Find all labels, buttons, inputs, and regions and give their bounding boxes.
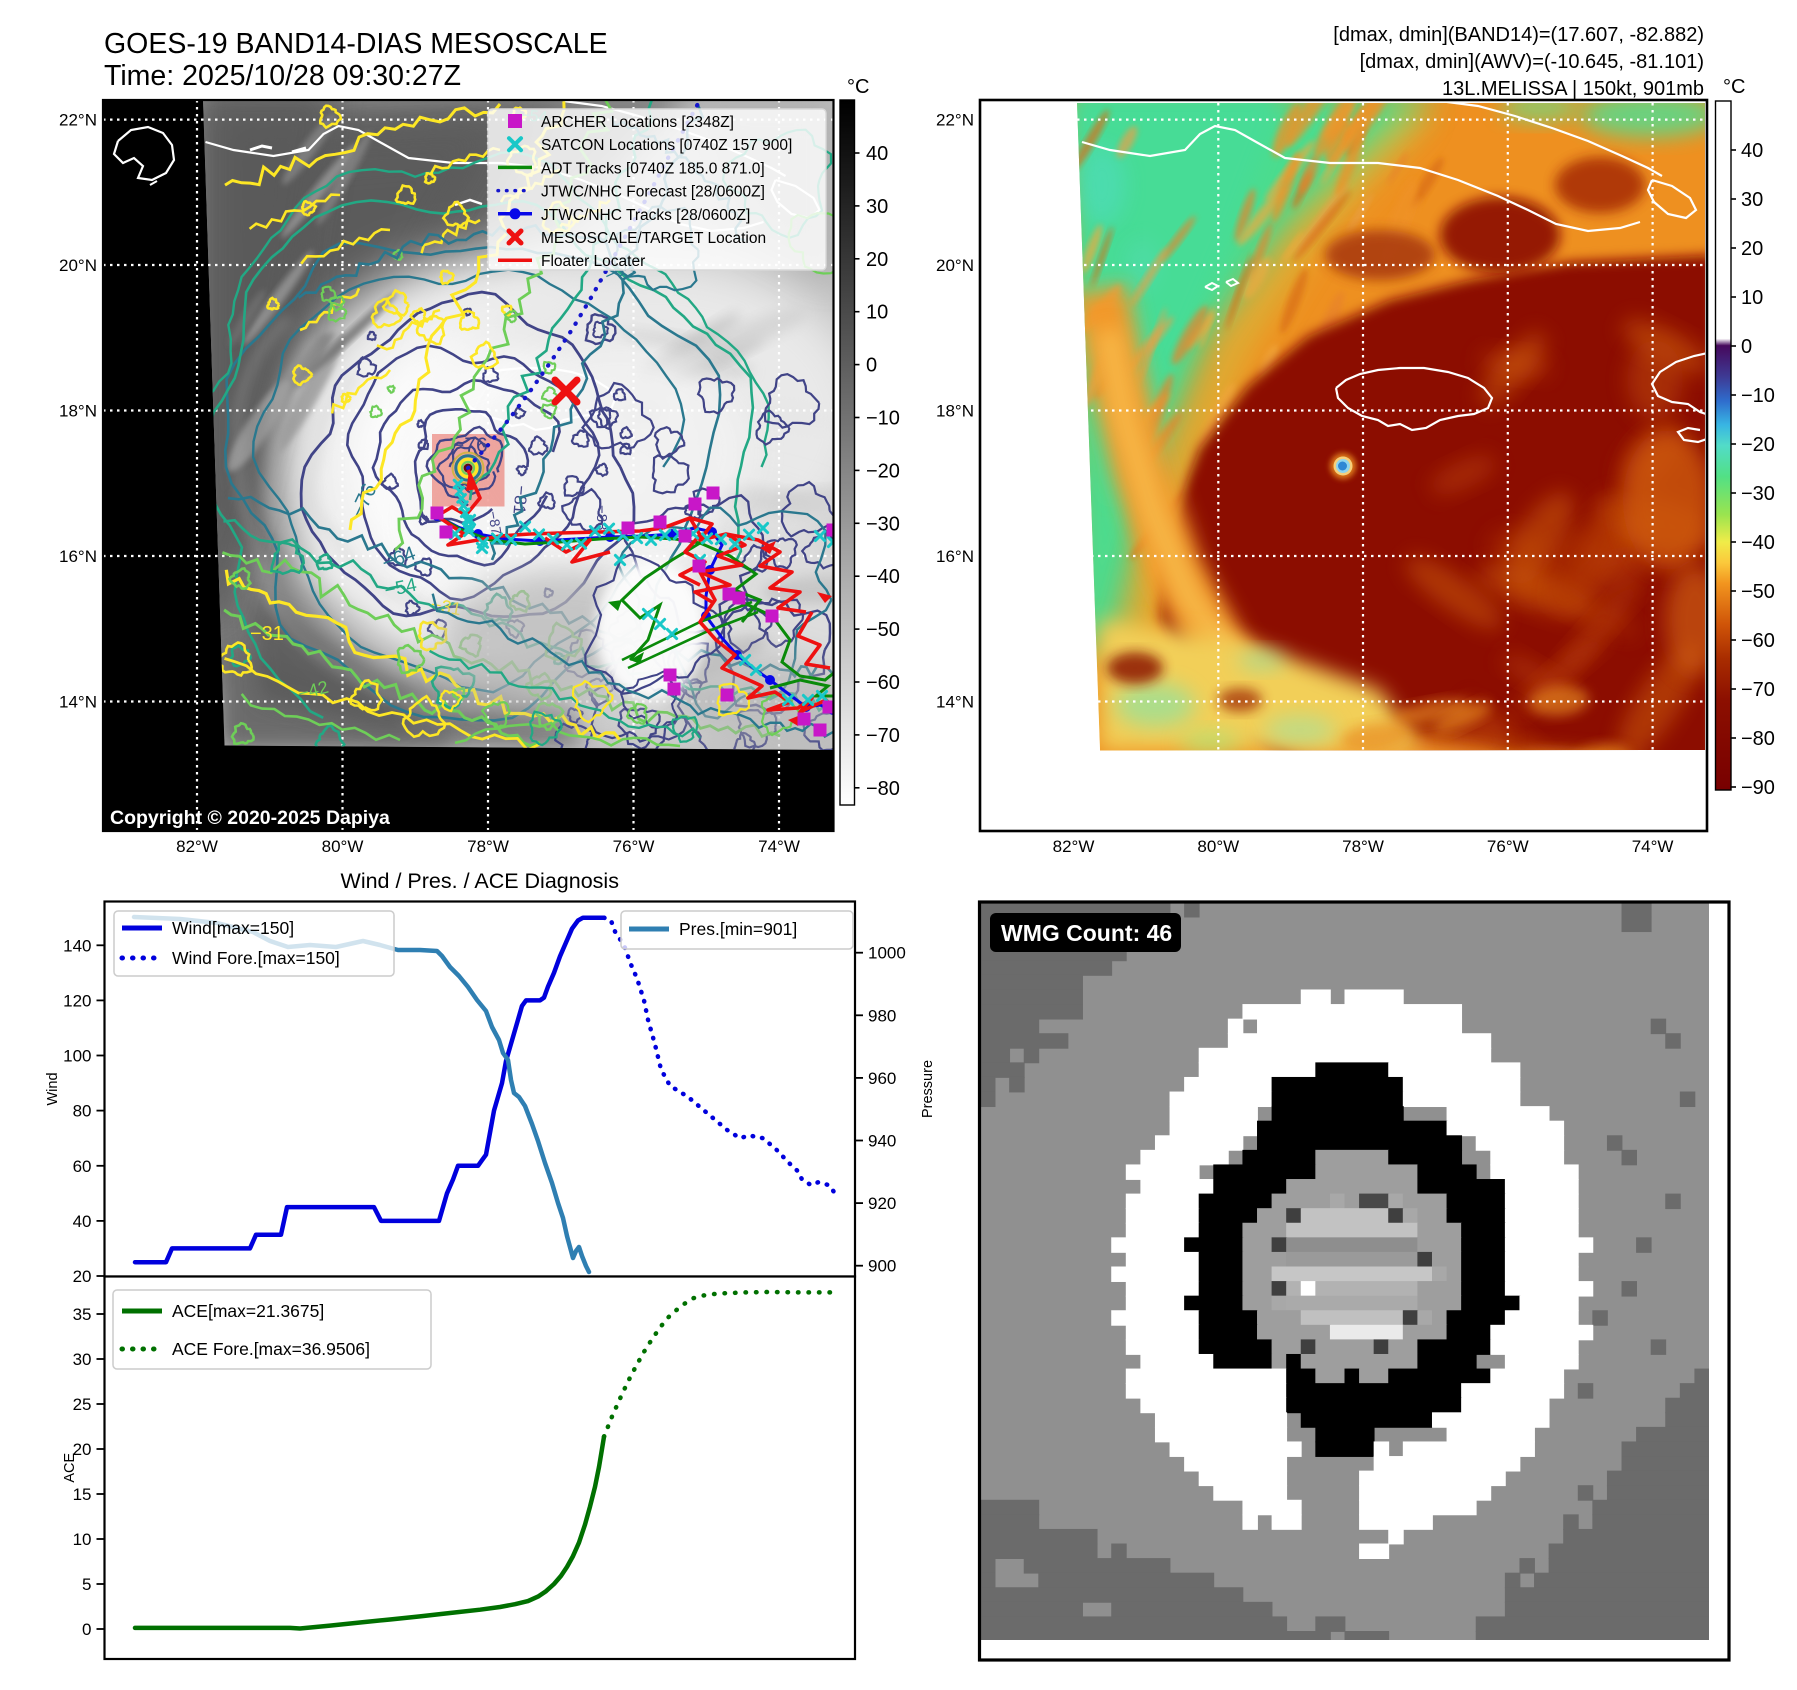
svg-text:−30: −30 bbox=[866, 513, 900, 535]
svg-text:30: 30 bbox=[73, 1350, 92, 1369]
svg-text:Wind Fore.[max=150]: Wind Fore.[max=150] bbox=[172, 948, 340, 968]
svg-text:78°W: 78°W bbox=[1342, 837, 1384, 856]
svg-text:20°N: 20°N bbox=[936, 256, 974, 275]
svg-text:5: 5 bbox=[82, 1575, 91, 1594]
svg-text:20: 20 bbox=[1741, 238, 1763, 260]
svg-text:920: 920 bbox=[868, 1194, 896, 1213]
svg-text:ACE: ACE bbox=[62, 1453, 78, 1483]
svg-text:−76: −76 bbox=[452, 434, 488, 457]
svg-text:20: 20 bbox=[73, 1267, 92, 1286]
svg-text:JTWC/NHC Forecast [28/0600Z]: JTWC/NHC Forecast [28/0600Z] bbox=[541, 184, 765, 201]
svg-text:ACE Fore.[max=36.9506]: ACE Fore.[max=36.9506] bbox=[172, 1339, 370, 1359]
svg-text:°C: °C bbox=[847, 76, 869, 98]
svg-text:13L.MELISSA | 150kt, 901mb: 13L.MELISSA | 150kt, 901mb bbox=[1442, 78, 1704, 100]
svg-text:ACE[max=21.3675]: ACE[max=21.3675] bbox=[172, 1301, 324, 1321]
svg-text:10: 10 bbox=[866, 302, 888, 324]
svg-text:JTWC/NHC Tracks [28/0600Z]: JTWC/NHC Tracks [28/0600Z] bbox=[541, 207, 750, 224]
svg-text:18°N: 18°N bbox=[936, 402, 974, 421]
svg-text:MESOSCALE/TARGET Location: MESOSCALE/TARGET Location bbox=[541, 230, 766, 247]
svg-text:[dmax, dmin](AWV)=(-10.645, -8: [dmax, dmin](AWV)=(-10.645, -81.101) bbox=[1360, 51, 1704, 73]
svg-text:14°N: 14°N bbox=[59, 693, 97, 712]
svg-text:−40: −40 bbox=[866, 566, 900, 588]
svg-text:15: 15 bbox=[73, 1485, 92, 1504]
svg-text:−60: −60 bbox=[866, 672, 900, 694]
svg-text:22°N: 22°N bbox=[936, 111, 974, 130]
svg-text:1000: 1000 bbox=[868, 944, 906, 963]
svg-text:60: 60 bbox=[73, 1157, 92, 1176]
svg-text:76°W: 76°W bbox=[613, 837, 655, 856]
svg-text:25: 25 bbox=[73, 1395, 92, 1414]
svg-text:16°N: 16°N bbox=[936, 547, 974, 566]
svg-text:Wind / Pres. / ACE Diagnosis: Wind / Pres. / ACE Diagnosis bbox=[341, 869, 619, 893]
svg-text:[dmax, dmin](BAND14)=(17.607,: [dmax, dmin](BAND14)=(17.607, -82.882) bbox=[1333, 24, 1704, 46]
svg-text:74°W: 74°W bbox=[758, 837, 800, 856]
svg-text:0: 0 bbox=[1741, 336, 1752, 358]
svg-text:960: 960 bbox=[868, 1069, 896, 1088]
svg-text:100: 100 bbox=[63, 1047, 91, 1066]
svg-text:Time: 2025/10/28 09:30:27Z: Time: 2025/10/28 09:30:27Z bbox=[104, 60, 461, 92]
svg-text:−60: −60 bbox=[1741, 630, 1775, 652]
svg-text:ADT Tracks [0740Z 185.0 871.0]: ADT Tracks [0740Z 185.0 871.0] bbox=[541, 160, 765, 177]
svg-text:−50: −50 bbox=[1741, 581, 1775, 603]
svg-text:−40: −40 bbox=[1741, 532, 1775, 554]
svg-text:−10: −10 bbox=[866, 408, 900, 430]
svg-text:−90: −90 bbox=[1741, 777, 1775, 799]
svg-text:80: 80 bbox=[73, 1102, 92, 1121]
svg-text:0: 0 bbox=[82, 1620, 91, 1639]
svg-text:40: 40 bbox=[1741, 140, 1763, 162]
svg-text:900: 900 bbox=[868, 1257, 896, 1276]
svg-text:ARCHER Locations [2348Z]: ARCHER Locations [2348Z] bbox=[541, 114, 734, 131]
svg-text:940: 940 bbox=[868, 1132, 896, 1151]
svg-text:10: 10 bbox=[1741, 287, 1763, 309]
svg-text:WMG Count: 46: WMG Count: 46 bbox=[1001, 920, 1172, 946]
svg-text:74°W: 74°W bbox=[1632, 837, 1674, 856]
svg-text:−10: −10 bbox=[1741, 385, 1775, 407]
svg-text:40: 40 bbox=[866, 143, 888, 165]
svg-text:Copyright © 2020-2025 Dapiya: Copyright © 2020-2025 Dapiya bbox=[110, 807, 390, 829]
svg-text:20: 20 bbox=[73, 1440, 92, 1459]
svg-text:35: 35 bbox=[73, 1305, 92, 1324]
svg-text:GOES-19 BAND14-DIAS MESOSCALE: GOES-19 BAND14-DIAS MESOSCALE bbox=[104, 28, 608, 60]
svg-text:40: 40 bbox=[73, 1212, 92, 1231]
svg-text:120: 120 bbox=[63, 991, 91, 1010]
svg-text:30: 30 bbox=[866, 196, 888, 218]
svg-text:16°N: 16°N bbox=[59, 547, 97, 566]
svg-text:0: 0 bbox=[866, 355, 877, 377]
svg-text:76°W: 76°W bbox=[1487, 837, 1529, 856]
svg-text:Wind: Wind bbox=[45, 1072, 61, 1105]
svg-text:−80: −80 bbox=[866, 778, 900, 800]
svg-text:20: 20 bbox=[866, 249, 888, 271]
svg-text:22°N: 22°N bbox=[59, 111, 97, 130]
svg-text:−70: −70 bbox=[1741, 679, 1775, 701]
svg-text:−87: −87 bbox=[485, 510, 505, 536]
svg-text:−20: −20 bbox=[866, 460, 900, 482]
svg-text:10: 10 bbox=[73, 1530, 92, 1549]
svg-text:30: 30 bbox=[1741, 189, 1763, 211]
svg-text:80°W: 80°W bbox=[1197, 837, 1239, 856]
svg-text:°C: °C bbox=[1723, 76, 1745, 98]
svg-text:−30: −30 bbox=[1741, 483, 1775, 505]
svg-text:980: 980 bbox=[868, 1006, 896, 1025]
svg-text:Floater Locater: Floater Locater bbox=[541, 253, 645, 270]
svg-text:80°W: 80°W bbox=[322, 837, 364, 856]
svg-text:82°W: 82°W bbox=[1053, 837, 1095, 856]
svg-text:Pressure: Pressure bbox=[920, 1060, 936, 1118]
svg-text:140: 140 bbox=[63, 936, 91, 955]
svg-text:Wind[max=150]: Wind[max=150] bbox=[172, 918, 294, 938]
svg-text:14°N: 14°N bbox=[936, 693, 974, 712]
svg-text:−20: −20 bbox=[1741, 434, 1775, 456]
svg-text:−70: −70 bbox=[866, 725, 900, 747]
svg-text:18°N: 18°N bbox=[59, 402, 97, 421]
svg-text:82°W: 82°W bbox=[176, 837, 218, 856]
svg-text:SATCON Locations [0740Z 157 90: SATCON Locations [0740Z 157 900] bbox=[541, 137, 792, 154]
svg-text:−31: −31 bbox=[250, 623, 284, 645]
svg-text:20°N: 20°N bbox=[59, 256, 97, 275]
svg-text:78°W: 78°W bbox=[467, 837, 509, 856]
svg-text:−80: −80 bbox=[1741, 728, 1775, 750]
svg-text:Pres.[min=901]: Pres.[min=901] bbox=[679, 919, 797, 939]
svg-text:−50: −50 bbox=[866, 619, 900, 641]
